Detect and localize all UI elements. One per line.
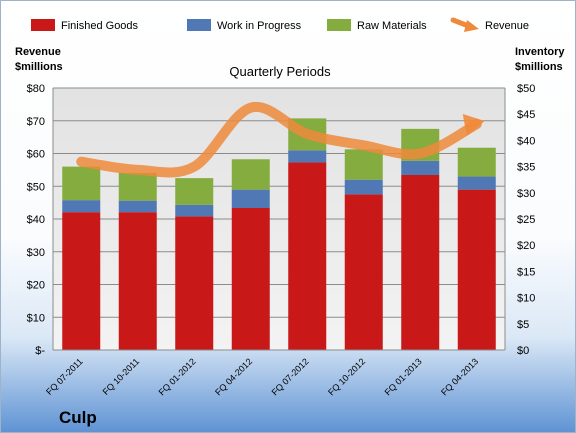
company-name: Culp — [59, 408, 97, 427]
x-tick-label: FQ 01-2012 — [157, 356, 198, 397]
left-tick-label: $- — [35, 345, 45, 357]
bar-work-in-progress — [344, 179, 383, 195]
bar-work-in-progress — [401, 160, 440, 175]
bar-raw-materials — [457, 147, 496, 177]
right-tick-label: $50 — [517, 83, 535, 95]
right-tick-label: $10 — [517, 293, 535, 305]
bar-finished-goods — [62, 212, 101, 350]
legend-swatch — [327, 19, 351, 31]
legend-swatch — [31, 19, 55, 31]
legend-label: Finished Goods — [61, 20, 139, 32]
left-tick-label: $70 — [27, 116, 45, 128]
bar-work-in-progress — [288, 150, 327, 163]
x-tick-label: FQ 01-2013 — [383, 356, 424, 397]
right-tick-label: $45 — [517, 109, 535, 121]
legend: Finished Goods Work in Progress Raw Materi… — [31, 17, 529, 32]
left-axis-label-line1: Revenue — [15, 46, 61, 58]
bar-work-in-progress — [231, 189, 270, 208]
bar-raw-materials — [118, 172, 157, 201]
bar-raw-materials — [62, 166, 101, 201]
right-tick-label: $25 — [517, 214, 535, 226]
bar-finished-goods — [231, 207, 270, 350]
legend-swatch — [464, 20, 479, 32]
revenue-line-layer — [76, 101, 485, 178]
right-tick-label: $30 — [517, 188, 535, 200]
legend-label: Work in Progress — [217, 20, 302, 32]
x-tick-label: FQ 07-2011 — [44, 356, 85, 397]
right-axis-label-line1: Inventory — [515, 46, 565, 58]
revenue-arrowhead — [462, 114, 485, 137]
bar-work-in-progress — [457, 176, 496, 190]
bar-work-in-progress — [118, 200, 157, 213]
right-tick-label: $35 — [517, 162, 535, 174]
bar-finished-goods — [344, 194, 383, 350]
left-tick-label: $40 — [27, 214, 45, 226]
bar-finished-goods — [457, 189, 496, 350]
left-tick-label: $20 — [27, 280, 45, 292]
x-tick-label: FQ 04-2013 — [439, 356, 480, 397]
x-tick-label: FQ 10-2012 — [326, 356, 367, 397]
legend-label: Revenue — [485, 20, 529, 32]
bar-finished-goods — [175, 216, 214, 350]
bar-finished-goods — [401, 174, 440, 350]
left-tick-label: $10 — [27, 312, 45, 324]
bar-finished-goods — [288, 162, 327, 350]
x-tick-label: FQ 07-2012 — [270, 356, 311, 397]
right-tick-label: $15 — [517, 266, 535, 278]
x-tick-label: FQ 04-2012 — [213, 356, 254, 397]
right-tick-label: $5 — [517, 319, 529, 331]
bar-raw-materials — [231, 159, 270, 190]
bar-raw-materials — [344, 149, 383, 180]
right-tick-label: $0 — [517, 345, 529, 357]
right-tick-label: $20 — [517, 240, 535, 252]
bar-series — [62, 118, 496, 350]
right-tick-label: $40 — [517, 135, 535, 147]
bar-work-in-progress — [62, 200, 101, 213]
revenue-line — [76, 101, 482, 178]
bar-finished-goods — [118, 212, 157, 350]
left-tick-label: $60 — [27, 149, 45, 161]
right-axis-label-line2: $millions — [515, 61, 563, 73]
bar-raw-materials — [175, 178, 214, 205]
legend-label: Raw Materials — [357, 20, 427, 32]
left-tick-label: $30 — [27, 247, 45, 259]
x-tick-label: FQ 10-2011 — [101, 356, 142, 397]
left-tick-label: $50 — [27, 181, 45, 193]
bar-work-in-progress — [175, 204, 214, 217]
left-axis-label-line2: $millions — [15, 61, 63, 73]
chart-title: Quarterly Periods — [229, 64, 331, 79]
left-tick-label: $80 — [27, 83, 45, 95]
legend-swatch — [187, 19, 211, 31]
